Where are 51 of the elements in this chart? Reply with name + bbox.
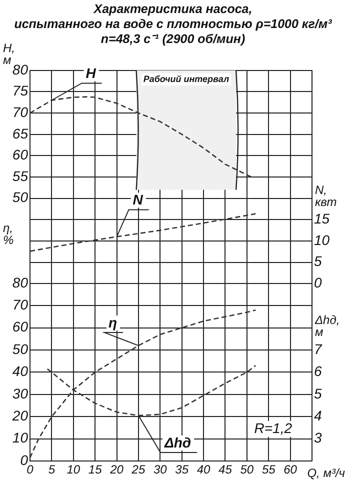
x-tick-label: 30 (153, 462, 168, 477)
series-label: H (86, 65, 97, 82)
chart-subtitle: n=48,3 с⁻¹ (2900 об/мин) (100, 32, 246, 46)
y2-axis-title: N, квт (315, 182, 337, 209)
x-tick-label: 55 (262, 462, 276, 477)
y-axis-title: η, % (3, 220, 14, 247)
y-tick-label: 50 (12, 189, 28, 206)
x-tick-label: 40 (196, 462, 211, 477)
series-label: Δhд (163, 434, 192, 451)
y2-tick-label: 5 (314, 253, 322, 270)
x-tick-label: 35 (175, 462, 189, 477)
y2-tick-label: 15 (314, 210, 330, 227)
y-tick-label: 80 (12, 61, 28, 78)
x-tick-label: 5 (48, 462, 56, 477)
y2-axis-title: Δhд, м (315, 313, 340, 340)
y-axis-title: H, м (3, 41, 15, 68)
y-tick-label: 80 (12, 274, 28, 290)
y-tick-label: 60 (12, 146, 28, 163)
y2-tick-label: 0 (314, 274, 322, 290)
y-tick-label: 60 (12, 318, 28, 335)
y-tick-label: 65 (12, 125, 28, 142)
y2-tick-label: 7 (314, 341, 323, 358)
y2-tick-label: 5 (314, 385, 322, 402)
annotation: R=1,2 (254, 420, 292, 436)
y2-tick-label: 6 (314, 363, 322, 380)
y-tick-label: 40 (12, 363, 28, 380)
y2-tick-label: 3 (314, 430, 322, 446)
x-axis-title: Q, м³/ч (307, 466, 345, 480)
band-label: Рабочий интервал (143, 74, 230, 84)
line-series (30, 96, 252, 178)
x-tick-label: 15 (88, 462, 102, 477)
y2-tick-label: 4 (314, 408, 322, 424)
x-tick-label: 10 (66, 462, 80, 477)
y-tick-label: 20 (11, 408, 28, 424)
y-tick-label: 50 (12, 341, 28, 358)
x-tick-label: 20 (109, 462, 124, 477)
y2-tick-label: 10 (314, 232, 330, 248)
y-tick-label: 70 (12, 104, 28, 120)
line-series (30, 310, 256, 459)
y-tick-label: 70 (12, 296, 28, 313)
line-series (30, 213, 256, 252)
x-tick-label: 60 (284, 462, 298, 477)
x-tick-label: 25 (130, 462, 146, 477)
y-tick-label: 55 (12, 168, 28, 184)
x-tick-label: 45 (218, 462, 232, 477)
y-tick-label: 75 (12, 82, 28, 99)
y-tick-label: 30 (12, 385, 28, 402)
series-label: η (108, 314, 118, 331)
x-tick-label: 50 (240, 462, 254, 477)
series-label: N (132, 192, 144, 208)
y-tick-label: 10 (12, 430, 28, 446)
